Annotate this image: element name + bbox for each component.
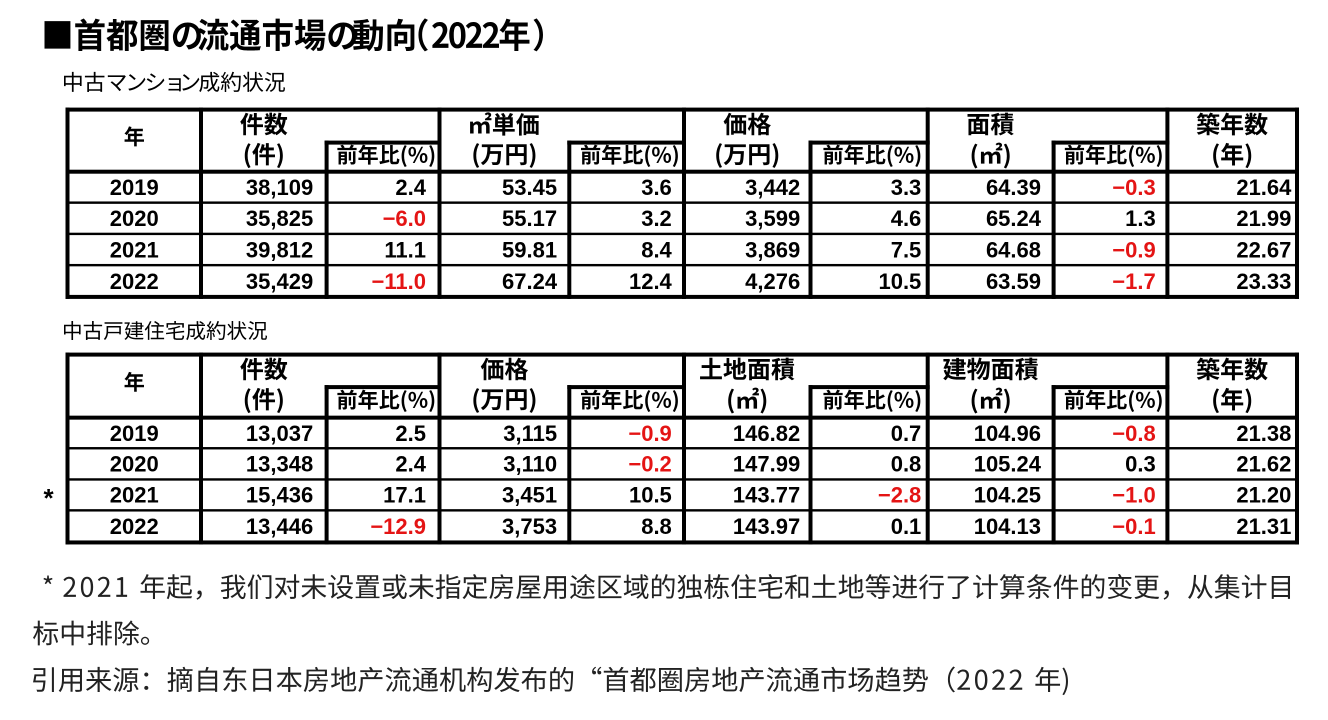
svg-text:7.5: 7.5 — [891, 237, 922, 262]
svg-text:143.97: 143.97 — [733, 514, 800, 539]
svg-text:39,812: 39,812 — [246, 237, 313, 262]
svg-text:10.5: 10.5 — [629, 483, 672, 508]
svg-text:−12.9: −12.9 — [370, 514, 426, 539]
svg-text:2.4: 2.4 — [395, 175, 426, 200]
svg-text:17.1: 17.1 — [383, 483, 426, 508]
svg-text:59.81: 59.81 — [502, 237, 557, 262]
svg-text:8.8: 8.8 — [641, 514, 672, 539]
svg-text:104.13: 104.13 — [974, 514, 1041, 539]
svg-text:38,109: 38,109 — [246, 175, 313, 200]
svg-text:3,869: 3,869 — [745, 237, 800, 262]
svg-text:−1.7: −1.7 — [1112, 269, 1155, 294]
svg-text:13,348: 13,348 — [246, 452, 313, 477]
svg-text:2.4: 2.4 — [395, 452, 426, 477]
svg-text:67.24: 67.24 — [502, 269, 558, 294]
svg-text:12.4: 12.4 — [629, 269, 673, 294]
svg-text:3,442: 3,442 — [745, 175, 800, 200]
svg-text:10.5: 10.5 — [878, 269, 921, 294]
svg-text:64.39: 64.39 — [986, 175, 1041, 200]
svg-text:3.6: 3.6 — [641, 175, 672, 200]
svg-text:13,037: 13,037 — [246, 421, 313, 446]
svg-text:3.2: 3.2 — [641, 206, 672, 231]
svg-text:143.77: 143.77 — [733, 483, 800, 508]
svg-text:21.99: 21.99 — [1236, 206, 1291, 231]
svg-text:1.3: 1.3 — [1125, 206, 1156, 231]
svg-text:0.7: 0.7 — [891, 421, 922, 446]
svg-text:3,115: 3,115 — [503, 421, 557, 446]
svg-text:3.3: 3.3 — [891, 175, 922, 200]
svg-text:2022: 2022 — [110, 514, 159, 539]
svg-text:35,429: 35,429 — [246, 269, 313, 294]
svg-text:−6.0: −6.0 — [383, 206, 426, 231]
svg-text:104.25: 104.25 — [974, 483, 1041, 508]
svg-text:2019: 2019 — [110, 421, 159, 446]
svg-text:63.59: 63.59 — [986, 269, 1041, 294]
svg-text:22.67: 22.67 — [1236, 237, 1291, 262]
svg-text:0.3: 0.3 — [1125, 452, 1156, 477]
svg-text:2020: 2020 — [110, 206, 159, 231]
svg-text:2021: 2021 — [110, 237, 159, 262]
svg-text:2022: 2022 — [110, 269, 159, 294]
svg-text:−11.0: −11.0 — [372, 269, 426, 294]
svg-text:35,825: 35,825 — [246, 206, 313, 231]
svg-text:23.33: 23.33 — [1236, 269, 1291, 294]
svg-text:3,110: 3,110 — [503, 452, 557, 477]
svg-text:104.96: 104.96 — [974, 421, 1041, 446]
svg-text:105.24: 105.24 — [974, 452, 1042, 477]
svg-text:−0.1: −0.1 — [1112, 514, 1155, 539]
svg-text:13,446: 13,446 — [246, 514, 313, 539]
svg-text:−0.9: −0.9 — [1112, 237, 1155, 262]
svg-text:146.82: 146.82 — [733, 421, 800, 446]
svg-text:4,276: 4,276 — [745, 269, 800, 294]
svg-text:64.68: 64.68 — [986, 237, 1041, 262]
svg-text:2021: 2021 — [110, 483, 159, 508]
svg-text:3,753: 3,753 — [502, 514, 557, 539]
svg-text:11.1: 11.1 — [384, 237, 426, 262]
svg-text:3,599: 3,599 — [745, 206, 800, 231]
svg-text:−0.2: −0.2 — [628, 452, 671, 477]
svg-text:8.4: 8.4 — [641, 237, 672, 262]
svg-text:21.64: 21.64 — [1236, 175, 1292, 200]
svg-text:3,451: 3,451 — [502, 483, 557, 508]
svg-text:0.8: 0.8 — [891, 452, 922, 477]
svg-text:4.6: 4.6 — [891, 206, 922, 231]
svg-text:55.17: 55.17 — [502, 206, 557, 231]
svg-text:−0.9: −0.9 — [628, 421, 671, 446]
svg-text:−0.3: −0.3 — [1112, 175, 1155, 200]
svg-text:0.1: 0.1 — [891, 514, 922, 539]
svg-text:21.31: 21.31 — [1236, 514, 1291, 539]
svg-text:21.38: 21.38 — [1236, 421, 1291, 446]
svg-text:−1.0: −1.0 — [1112, 483, 1155, 508]
svg-text:21.62: 21.62 — [1236, 452, 1291, 477]
svg-text:2020: 2020 — [110, 452, 159, 477]
svg-text:53.45: 53.45 — [502, 175, 557, 200]
svg-text:−2.8: −2.8 — [878, 483, 921, 508]
svg-text:2019: 2019 — [110, 175, 159, 200]
svg-text:−0.8: −0.8 — [1112, 421, 1155, 446]
svg-text:147.99: 147.99 — [733, 452, 800, 477]
svg-text:2.5: 2.5 — [395, 421, 426, 446]
svg-text:21.20: 21.20 — [1236, 483, 1291, 508]
svg-text:65.24: 65.24 — [986, 206, 1042, 231]
svg-text:*: * — [44, 483, 55, 513]
svg-text:15,436: 15,436 — [246, 483, 313, 508]
